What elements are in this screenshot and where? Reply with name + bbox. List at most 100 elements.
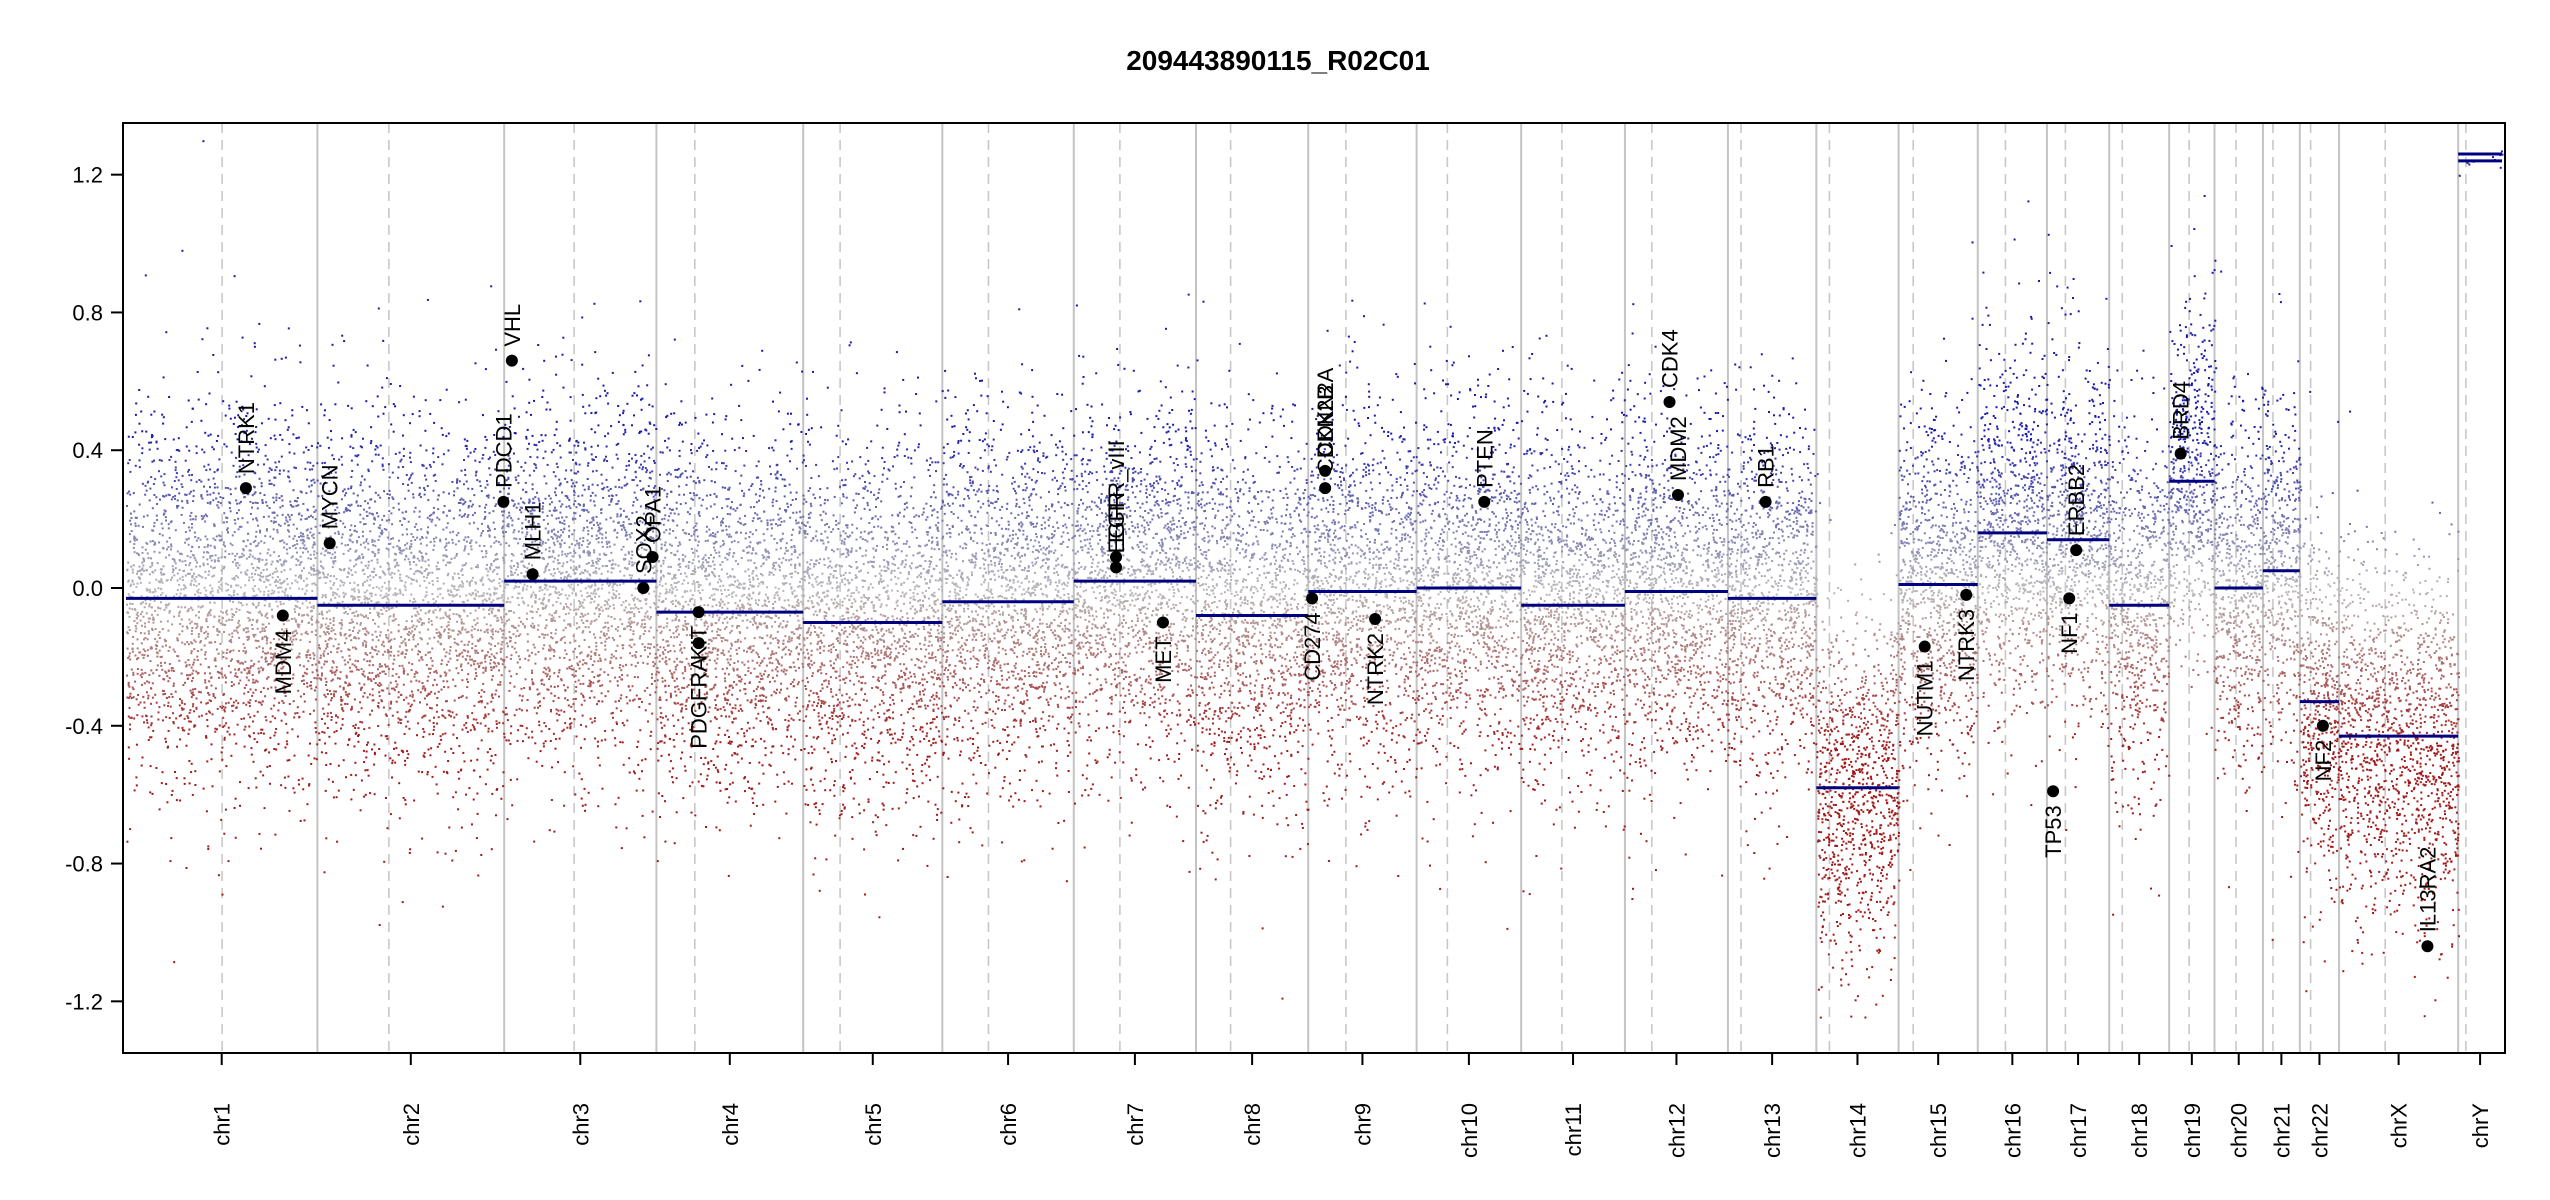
- probe-point: [464, 545, 467, 548]
- probe-point: [428, 692, 431, 695]
- probe-point: [131, 568, 134, 571]
- probe-point: [238, 502, 241, 505]
- probe-point: [246, 638, 249, 641]
- probe-point: [314, 584, 317, 586]
- probe-point: [292, 638, 295, 641]
- probe-point: [178, 704, 181, 707]
- probe-point: [408, 852, 411, 854]
- probe-point: [494, 468, 497, 471]
- probe-point: [326, 688, 329, 691]
- probe-point: [531, 736, 534, 739]
- probe-point: [394, 741, 397, 744]
- probe-point: [303, 683, 306, 685]
- probe-point: [390, 638, 393, 641]
- probe-point: [652, 636, 655, 639]
- probe-point: [362, 582, 364, 585]
- probe-point: [238, 667, 240, 670]
- probe-point: [502, 633, 505, 636]
- probe-point: [475, 837, 478, 840]
- probe-point: [191, 474, 193, 476]
- probe-point: [184, 564, 187, 567]
- probe-point: [517, 474, 520, 477]
- probe-point: [348, 654, 351, 657]
- probe-point: [373, 555, 376, 558]
- probe-point: [432, 611, 435, 614]
- probe-point: [340, 727, 342, 730]
- probe-point: [297, 504, 300, 507]
- probe-point: [354, 659, 357, 662]
- probe-point: [252, 760, 255, 763]
- probe-point: [584, 626, 587, 629]
- probe-point: [306, 682, 309, 685]
- probe-point: [264, 695, 267, 698]
- probe-point: [409, 461, 412, 464]
- probe-point: [176, 745, 178, 748]
- probe-point: [313, 553, 316, 556]
- probe-point: [488, 535, 491, 538]
- probe-point: [389, 542, 392, 545]
- probe-point: [287, 426, 290, 429]
- probe-point: [179, 738, 182, 741]
- probe-point: [388, 489, 391, 492]
- probe-point: [447, 637, 450, 640]
- probe-point: [281, 667, 284, 670]
- probe-point: [216, 504, 219, 507]
- probe-point: [268, 602, 271, 605]
- probe-point: [127, 462, 130, 465]
- probe-point: [427, 621, 430, 624]
- probe-point: [357, 504, 360, 507]
- probe-point: [404, 558, 406, 561]
- probe-point: [263, 590, 266, 593]
- probe-point: [204, 651, 207, 654]
- probe-point: [353, 581, 356, 584]
- probe-point: [181, 249, 184, 252]
- probe-point: [425, 576, 428, 579]
- probe-point: [656, 644, 659, 646]
- probe-point: [234, 487, 237, 490]
- probe-point: [359, 622, 362, 625]
- probe-point: [255, 786, 258, 789]
- probe-point: [428, 571, 431, 574]
- probe-point: [180, 606, 183, 609]
- probe-point: [248, 705, 251, 708]
- probe-point: [262, 516, 265, 518]
- probe-point: [171, 486, 173, 489]
- probe-point: [161, 771, 164, 774]
- probe-point: [397, 721, 400, 724]
- probe-point: [337, 381, 340, 384]
- probe-point: [189, 562, 192, 564]
- probe-point: [524, 518, 527, 521]
- probe-point: [317, 570, 320, 573]
- probe-point: [235, 626, 238, 629]
- probe-point: [405, 620, 408, 623]
- probe-point: [582, 682, 585, 685]
- probe-point: [218, 618, 221, 621]
- probe-point: [242, 650, 245, 652]
- probe-point: [270, 469, 273, 471]
- probe-point: [257, 671, 260, 674]
- probe-point: [173, 560, 176, 563]
- probe-point: [543, 666, 546, 669]
- probe-point: [360, 481, 362, 484]
- probe-point: [421, 837, 424, 840]
- probe-point: [148, 581, 151, 584]
- probe-point: [432, 537, 435, 540]
- probe-point: [353, 529, 356, 532]
- probe-point: [291, 643, 294, 646]
- probe-point: [359, 613, 362, 616]
- probe-point: [167, 523, 170, 526]
- probe-point: [377, 650, 380, 653]
- probe-point: [523, 543, 526, 546]
- probe-point: [150, 687, 153, 690]
- probe-point: [133, 535, 136, 538]
- probe-point: [603, 632, 606, 635]
- probe-point: [257, 448, 260, 451]
- probe-point: [281, 662, 283, 665]
- probe-point: [456, 659, 459, 662]
- probe-point: [164, 603, 167, 606]
- probe-point: [412, 556, 415, 559]
- probe-point: [254, 573, 257, 576]
- probe-point: [134, 654, 137, 657]
- probe-point: [203, 632, 206, 634]
- probe-point: [359, 720, 362, 723]
